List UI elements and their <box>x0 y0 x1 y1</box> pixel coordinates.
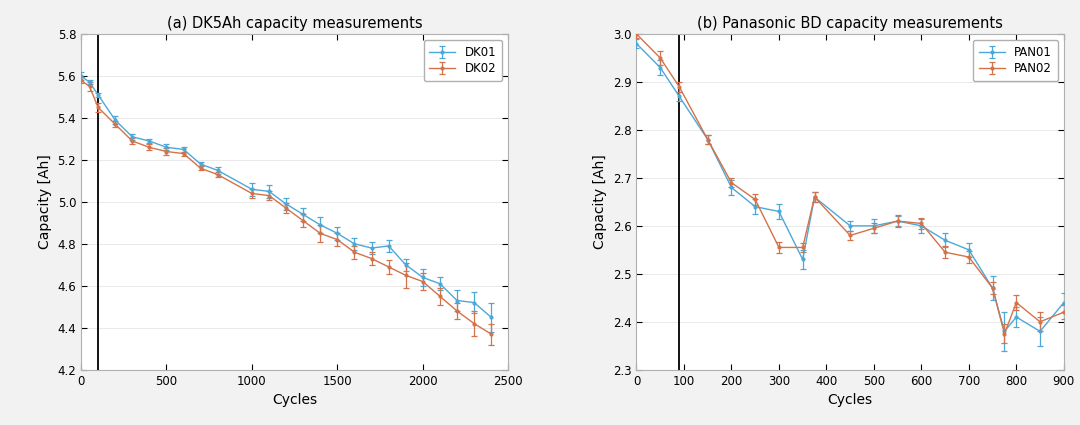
Y-axis label: Capacity [Ah]: Capacity [Ah] <box>38 155 52 249</box>
Title: (a) DK5Ah capacity measurements: (a) DK5Ah capacity measurements <box>166 17 422 31</box>
Y-axis label: Capacity [Ah]: Capacity [Ah] <box>593 155 607 249</box>
Legend: DK01, DK02: DK01, DK02 <box>423 40 502 81</box>
X-axis label: Cycles: Cycles <box>827 393 873 407</box>
Legend: PAN01, PAN02: PAN01, PAN02 <box>973 40 1058 81</box>
X-axis label: Cycles: Cycles <box>272 393 318 407</box>
Title: (b) Panasonic BD capacity measurements: (b) Panasonic BD capacity measurements <box>698 17 1003 31</box>
